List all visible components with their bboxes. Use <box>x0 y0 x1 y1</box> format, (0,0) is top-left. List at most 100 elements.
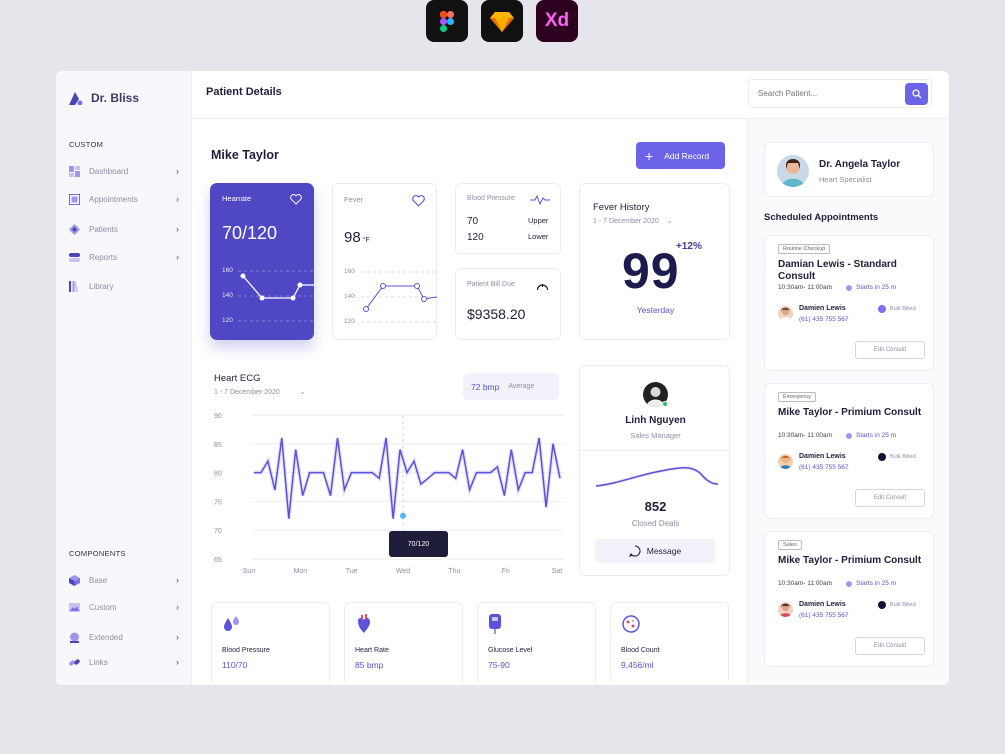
axis-tick: 120 <box>222 317 233 324</box>
sidebar-item-library[interactable]: Library <box>69 277 179 295</box>
chat-bubble-icon <box>628 545 641 557</box>
fever-unit: °F <box>362 237 370 244</box>
ecg-bpm-pill: 72 bmp Average <box>463 373 559 400</box>
y-tick-label: 70 <box>214 528 222 535</box>
axis-tick: 160 <box>344 268 355 275</box>
appointment-person: Damien Lewis <box>799 601 846 608</box>
brand[interactable]: Dr. Bliss <box>69 91 139 105</box>
bp-lower-value: 120 <box>467 232 484 243</box>
range-text: 1 - 7 December 2020 <box>214 389 280 396</box>
doctor-card[interactable]: Dr. Angela Taylor Heart Specialist <box>764 142 934 197</box>
x-tick-label: Mon <box>294 568 308 575</box>
chevron-right-icon: › <box>176 224 179 234</box>
extended-icon <box>70 632 79 643</box>
stat-label: Blood Count <box>621 647 660 654</box>
drops-icon <box>224 616 239 631</box>
billing-dot-icon <box>878 305 886 313</box>
stat-card-glucose-level[interactable]: Glucose Level 75-90 <box>477 602 596 685</box>
fever-value: 98 <box>344 229 361 246</box>
sidebar-item-label: Custom <box>89 602 117 612</box>
app-window: Dr. Bliss CUSTOM Dashboard › Appointment… <box>56 71 949 685</box>
billing-status: Bulk Billed <box>878 601 916 609</box>
stat-card-heart-rate[interactable]: Heart Rate 85 bmp <box>344 602 463 685</box>
message-label: Message <box>646 546 682 556</box>
stat-label: Heart Rate <box>355 647 389 654</box>
stat-card-blood-count[interactable]: Blood Count 9,456/ml <box>610 602 729 685</box>
heart-organ-icon <box>358 614 370 633</box>
avatar <box>778 454 793 469</box>
image-icon <box>69 602 80 612</box>
sidebar-item-appointments[interactable]: Appointments › <box>69 190 179 208</box>
starts-text: Starts in 25 m <box>856 580 897 587</box>
heartrate-label: Hearrate <box>222 194 252 203</box>
plus-icon: + <box>645 147 654 164</box>
online-status-dot <box>662 401 668 407</box>
starts-text: Starts in 25 m <box>856 432 897 439</box>
brand-logo-icon <box>69 91 83 105</box>
heartrate-card[interactable]: Hearrate 70/120 160 140 120 <box>210 183 314 340</box>
search-button[interactable] <box>905 83 928 105</box>
fever-card[interactable]: Fever 98 °F 160 140 120 <box>332 183 437 340</box>
appointments-title: Scheduled Appointments <box>764 212 879 223</box>
fever-history-range[interactable]: 1 - 7 December 2020 ⌄ <box>593 217 673 225</box>
add-record-button[interactable]: + Add Record <box>636 142 725 169</box>
contact-name: Linh Nguyen <box>625 415 686 426</box>
appointment-card[interactable]: Sales Mike Taylor - Primium Consult 10:3… <box>764 531 934 667</box>
sidebar: Dr. Bliss CUSTOM Dashboard › Appointment… <box>56 71 192 685</box>
heartrate-sparkline <box>238 270 314 322</box>
appointment-person: Damien Lewis <box>799 305 846 312</box>
page-title: Patient Details <box>206 86 282 98</box>
edit-consult-button[interactable]: Edit Consult <box>855 637 925 655</box>
search-input[interactable] <box>749 80 899 107</box>
ecg-range[interactable]: 1 - 7 December 2020 ⌄ <box>214 388 306 396</box>
sidebar-item-label: Appointments <box>89 194 138 204</box>
billing-dot-icon <box>878 601 886 609</box>
glucose-meter-icon <box>489 614 501 634</box>
gauge-icon <box>536 284 549 291</box>
sidebar-item-extended[interactable]: Extended › <box>69 628 179 646</box>
sidebar-item-dashboard[interactable]: Dashboard › <box>69 162 179 180</box>
cube-icon <box>69 574 80 586</box>
stat-card-blood-pressure[interactable]: Blood Pressure 110/70 <box>211 602 330 685</box>
appointment-card[interactable]: Emergency Mike Taylor - Primium Consult … <box>764 383 934 519</box>
stat-value: 85 bmp <box>355 660 384 670</box>
sidebar-item-links[interactable]: Links › <box>69 653 179 671</box>
fever-sparkline <box>361 271 437 323</box>
bp-lower-label: Lower <box>528 232 549 241</box>
doctor-avatar <box>777 155 809 187</box>
chevron-down-icon: ⌄ <box>666 218 673 225</box>
blood-pressure-card[interactable]: Blood Pressure 70 Upper 120 Lower <box>455 183 561 254</box>
fever-label: Fever <box>344 195 364 204</box>
appointment-time: 10:30am- 11:00am <box>778 284 833 291</box>
search-icon <box>911 89 921 99</box>
bill-card[interactable]: Patient Bill Due $9358.20 <box>455 268 561 340</box>
axis-tick: 140 <box>222 292 233 299</box>
appointment-title: Mike Taylor - Primium Consult <box>778 555 922 566</box>
sidebar-item-label: Patients <box>89 224 118 234</box>
reports-icon <box>69 252 80 262</box>
bill-label: Patient Bill Due <box>467 281 515 288</box>
sidebar-item-patients[interactable]: Patients › <box>69 220 179 238</box>
sidebar-item-reports[interactable]: Reports › <box>69 248 179 266</box>
stat-label: Blood Pressure <box>222 647 270 654</box>
ecg-title: Heart ECG <box>214 373 261 384</box>
avatar <box>778 306 793 321</box>
appointment-tag: Sales <box>778 540 802 550</box>
sidebar-item-base[interactable]: Base › <box>69 571 179 589</box>
heart-outline-icon <box>412 195 425 207</box>
sidebar-item-custom[interactable]: Custom › <box>69 598 179 616</box>
appointment-card[interactable]: Routine Checkup Damian Lewis - Standard … <box>764 235 934 371</box>
message-button[interactable]: Message <box>595 539 715 563</box>
axis-tick: 160 <box>222 267 233 274</box>
fever-history-card[interactable]: Fever History 1 - 7 December 2020 ⌄ +12% … <box>579 183 730 340</box>
closed-deals-value: 852 <box>644 499 667 514</box>
billing-status: Bulk Billed <box>878 453 916 461</box>
edit-consult-button[interactable]: Edit Consult <box>855 489 925 507</box>
library-icon <box>69 280 78 292</box>
avatar <box>778 602 793 617</box>
contact-role: Sales Manager <box>630 431 681 440</box>
fever-history-title: Fever History <box>593 202 650 213</box>
edit-consult-button[interactable]: Edit Consult <box>855 341 925 359</box>
y-tick-label: 75 <box>214 499 222 506</box>
clock-icon <box>846 284 852 291</box>
